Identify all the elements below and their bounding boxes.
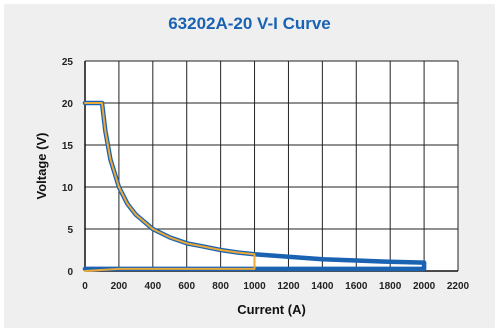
x-tick-labels: 0 200 400 600 800 1000 1200 1400 1600 1800 2000 220… — [82, 281, 469, 292]
x-tick-label-5: 1000 — [243, 281, 266, 292]
x-tick-label-11: 2200 — [447, 281, 470, 292]
x-tick-label-9: 1800 — [379, 281, 402, 292]
x-tick-label-1: 200 — [111, 281, 128, 292]
x-tick-label-4: 800 — [212, 281, 229, 292]
y-axis-label: Voltage (V) — [34, 133, 49, 200]
x-tick-label-6: 1200 — [277, 281, 300, 292]
y-tick-label-1: 5 — [67, 225, 73, 236]
y-tick-label-0: 0 — [67, 267, 73, 278]
x-tick-label-3: 600 — [178, 281, 195, 292]
plot-area — [85, 61, 458, 271]
x-tick-label-8: 1600 — [345, 281, 368, 292]
y-tick-labels: 0 5 10 15 20 25 — [62, 57, 74, 278]
y-tick-label-2: 10 — [62, 183, 74, 194]
x-axis-label: Current (A) — [237, 302, 306, 317]
series-line-1 — [84, 102, 256, 272]
x-tick-label-0: 0 — [82, 281, 88, 292]
y-tick-label-3: 15 — [62, 141, 74, 152]
x-tick-label-7: 1400 — [311, 281, 334, 292]
y-tick-label-5: 25 — [62, 57, 74, 68]
y-tick-label-4: 20 — [62, 99, 74, 110]
series-group — [82, 100, 427, 272]
x-tick-label-2: 400 — [144, 281, 161, 292]
x-tick-label-10: 2000 — [413, 281, 436, 292]
chart-title: 63202A-20 V-I Curve — [168, 14, 331, 33]
